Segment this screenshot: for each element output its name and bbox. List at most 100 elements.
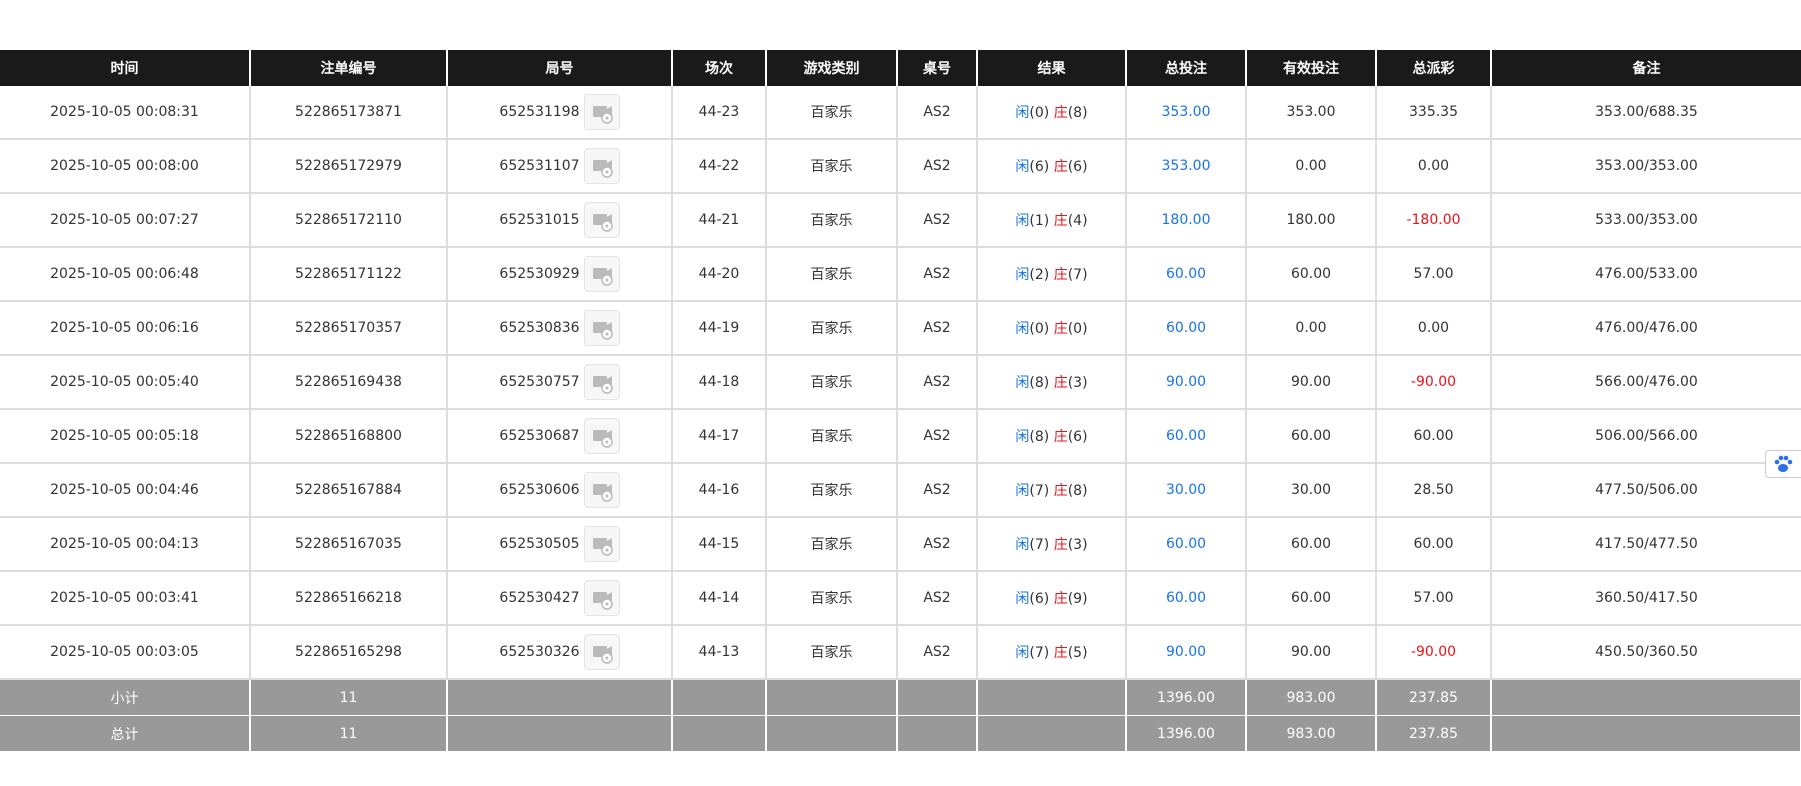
replay-icon[interactable] (583, 256, 620, 292)
round-no-cell: 652530687 (446, 409, 673, 464)
total-bet-cell: 180.00 (1125, 193, 1247, 248)
table-cell: AS2 (896, 355, 978, 410)
replay-icon[interactable] (583, 94, 620, 130)
banker-score: (9) (1067, 591, 1088, 607)
bet-table: 时间 注单编号 局号 场次 游戏类别 桌号 结果 总投注 有效投注 总派彩 备注 2025-10-0… (0, 50, 1801, 752)
data-row: 2025-10-05 00:07:27 522865172110 652531015… (0, 193, 1801, 248)
replay-icon[interactable] (583, 364, 620, 400)
replay-icon[interactable] (583, 418, 620, 454)
round-no: 652530326 (499, 644, 580, 660)
payout-cell: 57.00 (1375, 247, 1492, 302)
player-score: (6) (1029, 159, 1050, 175)
player-score: (8) (1029, 429, 1050, 445)
empty-cell (446, 679, 673, 716)
replay-icon[interactable] (583, 634, 620, 670)
valid-bet-cell: 30.00 (1245, 463, 1377, 518)
session-cell: 44-15 (671, 517, 767, 572)
time-cell: 2025-10-05 00:03:41 (0, 571, 251, 626)
table-cell: AS2 (896, 193, 978, 248)
game-type-cell: 百家乐 (765, 193, 898, 248)
replay-icon[interactable] (583, 202, 620, 238)
summary-total-bet: 1396.00 (1125, 715, 1247, 752)
summary-valid-bet: 983.00 (1245, 715, 1377, 752)
result-cell: 闲(0) 庄(8) (976, 86, 1127, 140)
player-score: (1) (1029, 213, 1050, 229)
table-cell: AS2 (896, 86, 978, 140)
data-row: 2025-10-05 00:06:48 522865171122 652530929… (0, 247, 1801, 302)
round-no: 652530836 (499, 320, 580, 336)
session-cell: 44-21 (671, 193, 767, 248)
replay-icon[interactable] (583, 472, 620, 508)
banker-score: (6) (1067, 159, 1088, 175)
data-row: 2025-10-05 00:05:40 522865169438 652530757… (0, 355, 1801, 410)
data-row: 2025-10-05 00:03:05 522865165298 652530326… (0, 625, 1801, 680)
column-header: 有效投注 (1245, 50, 1376, 86)
empty-cell (976, 679, 1127, 716)
order-no-cell: 522865165298 (249, 625, 448, 680)
empty-cell (671, 679, 767, 716)
payout-cell: 0.00 (1375, 301, 1492, 356)
banker-score: (3) (1067, 375, 1088, 391)
table-cell: AS2 (896, 247, 978, 302)
game-type-cell: 百家乐 (765, 517, 898, 572)
banker-label: 庄 (1053, 645, 1068, 661)
result-cell: 闲(8) 庄(6) (976, 409, 1127, 464)
order-no-cell: 522865168800 (249, 409, 448, 464)
order-no-cell: 522865173871 (249, 86, 448, 140)
empty-cell (765, 679, 898, 716)
summary-label: 总计 (0, 715, 251, 752)
banker-label: 庄 (1053, 483, 1068, 499)
empty-cell (765, 715, 898, 752)
session-cell: 44-22 (671, 139, 767, 194)
table-cell: AS2 (896, 463, 978, 518)
player-label: 闲 (1015, 483, 1030, 499)
banker-label: 庄 (1053, 429, 1068, 445)
note-cell: 566.00/476.00 (1490, 355, 1801, 410)
payout-cell: 28.50 (1375, 463, 1492, 518)
data-row: 2025-10-05 00:04:13 522865167035 652530505… (0, 517, 1801, 572)
replay-icon[interactable] (583, 580, 620, 616)
empty-cell (671, 715, 767, 752)
empty-cell (446, 715, 673, 752)
round-no-cell: 652530427 (446, 571, 673, 626)
side-widget[interactable] (1765, 450, 1801, 478)
replay-icon[interactable] (583, 526, 620, 562)
note-cell: 417.50/477.50 (1490, 517, 1801, 572)
round-no-cell: 652530757 (446, 355, 673, 410)
data-row: 2025-10-05 00:05:18 522865168800 652530687… (0, 409, 1801, 464)
banker-label: 庄 (1053, 105, 1068, 121)
summary-row: 总计 11 1396.00 983.00 237.85 (0, 715, 1801, 752)
column-header: 桌号 (896, 50, 977, 86)
time-cell: 2025-10-05 00:03:05 (0, 625, 251, 680)
result-cell: 闲(8) 庄(3) (976, 355, 1127, 410)
session-cell: 44-13 (671, 625, 767, 680)
order-no-cell: 522865166218 (249, 571, 448, 626)
game-type-cell: 百家乐 (765, 86, 898, 140)
player-score: (0) (1029, 321, 1050, 337)
round-no-cell: 652530326 (446, 625, 673, 680)
time-cell: 2025-10-05 00:06:48 (0, 247, 251, 302)
player-label: 闲 (1015, 321, 1030, 337)
payout-cell: 0.00 (1375, 139, 1492, 194)
player-label: 闲 (1015, 105, 1030, 121)
game-type-cell: 百家乐 (765, 247, 898, 302)
paw-icon (1774, 455, 1793, 472)
banker-score: (5) (1067, 645, 1088, 661)
player-score: (0) (1029, 105, 1050, 121)
round-no-cell: 652530505 (446, 517, 673, 572)
replay-icon[interactable] (583, 310, 620, 346)
data-row: 2025-10-05 00:03:41 522865166218 652530427… (0, 571, 1801, 626)
valid-bet-cell: 60.00 (1245, 409, 1377, 464)
banker-score: (3) (1067, 537, 1088, 553)
time-cell: 2025-10-05 00:04:46 (0, 463, 251, 518)
time-cell: 2025-10-05 00:08:00 (0, 139, 251, 194)
empty-cell (896, 679, 978, 716)
result-cell: 闲(7) 庄(3) (976, 517, 1127, 572)
round-no-cell: 652530836 (446, 301, 673, 356)
banker-score: (7) (1067, 267, 1088, 283)
replay-icon[interactable] (583, 148, 620, 184)
total-bet-cell: 353.00 (1125, 86, 1247, 140)
player-label: 闲 (1015, 429, 1030, 445)
summary-valid-bet: 983.00 (1245, 679, 1377, 716)
column-header: 总派彩 (1375, 50, 1491, 86)
